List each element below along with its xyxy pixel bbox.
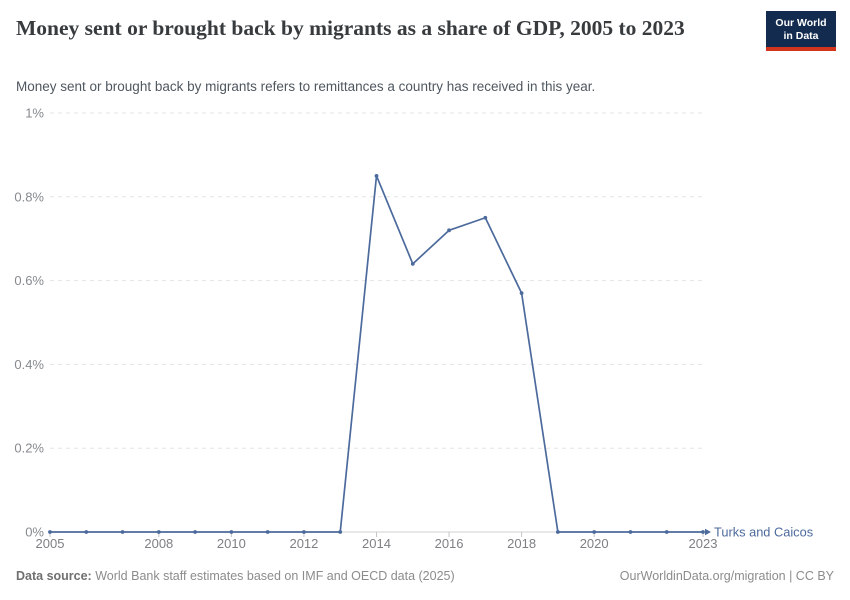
- data-point: [483, 215, 488, 220]
- data-point: [519, 291, 524, 296]
- series-label: Turks and Caicos: [714, 525, 813, 540]
- data-point: [338, 530, 343, 534]
- line-chart: 0% 0.2% 0.4% 0.6% 0.8% 1% 2005 2008 2010 2012 2014…: [14, 106, 813, 552]
- page-title: Money sent or brought back by migrants a…: [16, 16, 685, 40]
- x-tick-label: 2012: [289, 536, 318, 551]
- x-tick-label: 2010: [217, 536, 246, 551]
- y-tick-label: 0.2%: [14, 441, 44, 456]
- data-point: [447, 228, 451, 233]
- owid-logo-line1: Our World: [775, 17, 827, 29]
- x-tick-label: 2014: [362, 536, 391, 551]
- data-point: [229, 530, 234, 534]
- data-point: [120, 530, 125, 534]
- data-point: [555, 530, 560, 534]
- owid-logo: Our World in Data: [766, 11, 836, 51]
- credit-line: OurWorldinData.org/migration | CC BY: [619, 569, 834, 583]
- x-tick-label: 2020: [580, 536, 609, 551]
- y-tick-label: 1%: [25, 106, 44, 121]
- data-point: [156, 530, 161, 534]
- data-source-label: Data source:: [16, 569, 92, 583]
- data-point: [265, 530, 270, 534]
- y-tick-label: 0.8%: [14, 189, 44, 204]
- data-source-text: World Bank staff estimates based on IMF …: [95, 569, 455, 583]
- data-point: [592, 530, 597, 534]
- x-tick-label: 2005: [36, 536, 65, 551]
- page-subtitle: Money sent or brought back by migrants r…: [16, 79, 596, 94]
- x-tick-label: 2018: [507, 536, 536, 551]
- data-point: [701, 530, 705, 534]
- data-point: [374, 173, 379, 178]
- data-point: [193, 530, 198, 534]
- x-tick-label: 2016: [435, 536, 464, 551]
- data-line: [49, 174, 704, 533]
- data-point: [84, 530, 89, 534]
- data-point: [410, 261, 415, 266]
- end-arrow-icon: [705, 528, 711, 536]
- data-point: [302, 530, 306, 534]
- data-point: [48, 530, 52, 534]
- data-point: [664, 530, 669, 534]
- y-tick-label: 0%: [25, 525, 44, 540]
- y-tick-label: 0.6%: [14, 273, 44, 288]
- y-tick-label: 0.4%: [14, 357, 44, 372]
- data-point: [628, 530, 633, 534]
- data-source: Data source: World Bank staff estimates …: [16, 569, 455, 583]
- x-tick-label: 2008: [144, 536, 173, 551]
- owid-logo-line2: in Data: [783, 29, 819, 42]
- x-tick-label: 2023: [689, 536, 718, 551]
